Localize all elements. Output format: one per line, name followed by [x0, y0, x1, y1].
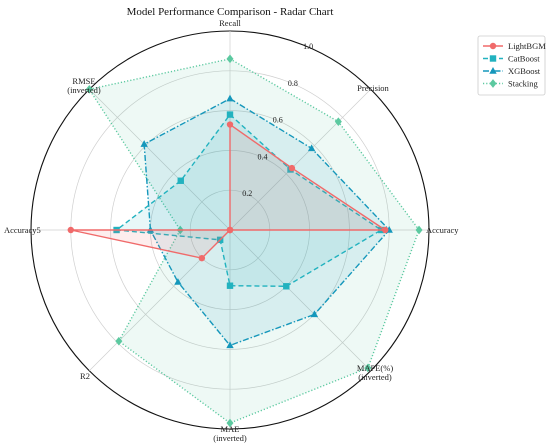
axis-label: Accuracy5: [4, 225, 41, 235]
grid-spoke: [229, 229, 371, 371]
legend-item-catboost: CatBoost: [483, 54, 540, 64]
legend-marker-catboost: [489, 55, 497, 62]
series-area-stacking: [89, 58, 420, 424]
grid-spoke: [229, 89, 371, 231]
data-point-xgboost: [310, 310, 319, 318]
data-point-xgboost: [307, 144, 316, 152]
series-area-lightbgm: [70, 124, 386, 259]
data-point-lightbgm: [382, 226, 389, 234]
radar-labels: 0.2 0.4 0.6 0.8 1.0 Recall Precision Accuracy MA…: [4, 18, 459, 443]
grid-spoke: [89, 89, 231, 231]
axis-label: Recall: [219, 18, 241, 28]
series-line-catboost: [114, 113, 383, 287]
legend-item-xgboost: XGBoost: [483, 66, 541, 76]
axis-label: Accuracy: [426, 225, 459, 235]
legend-marker-stacking: [489, 79, 497, 88]
legend-label-catboost: CatBoost: [508, 54, 540, 64]
data-point-lightbgm: [67, 226, 75, 234]
data-point-catboost: [177, 177, 184, 184]
radar-series: [67, 54, 423, 428]
axis-label: RMSE (inverted): [67, 76, 101, 95]
data-point-lightbgm: [226, 121, 234, 128]
data-point-stacking: [226, 418, 234, 428]
data-point-xgboost: [226, 94, 234, 102]
radial-tick-label: 0.2: [242, 189, 252, 198]
legend-label-xgboost: XGBoost: [508, 66, 541, 76]
radial-tick-label: 0.8: [288, 79, 298, 88]
radial-tick-label: 0.6: [273, 116, 283, 125]
legend-label-lightbgm: LightBGM: [508, 41, 546, 51]
data-point-lightbgm: [226, 226, 234, 234]
legend-item-stacking: Stacking: [483, 79, 538, 89]
data-point-stacking: [364, 363, 372, 373]
legend-marker-lightbgm: [489, 42, 497, 50]
radial-tick-label: 0.4: [257, 152, 267, 161]
data-point-stacking: [415, 225, 423, 235]
axis-label: Precision: [357, 83, 389, 93]
radial-tick-label: 1.0: [303, 42, 313, 51]
data-point-lightbgm: [198, 254, 206, 262]
legend-box: [477, 35, 546, 96]
data-point-stacking: [85, 84, 93, 94]
data-point-catboost: [226, 282, 234, 289]
legend-marker-xgboost: [489, 67, 497, 74]
data-point-catboost: [226, 111, 234, 118]
data-point-stacking: [115, 336, 123, 346]
data-point-stacking: [226, 54, 234, 64]
axis-label: MAPE(%) (inverted): [357, 363, 394, 382]
data-point-xgboost: [174, 278, 182, 285]
data-point-stacking: [334, 117, 342, 126]
axis-label: MAE (inverted): [213, 424, 247, 443]
legend-label-stacking: Stacking: [508, 79, 538, 89]
data-point-catboost: [283, 283, 290, 290]
legend-item-lightbgm: LightBGM: [483, 41, 546, 51]
data-point-xgboost: [226, 341, 234, 349]
data-point-lightbgm: [288, 164, 296, 172]
series-stacking: [85, 54, 423, 428]
data-point-xgboost: [140, 140, 148, 147]
series-area-catboost: [116, 114, 382, 287]
series-area-xgboost: [144, 98, 390, 346]
axis-label: R2: [80, 371, 90, 381]
series-line-stacking: [88, 58, 420, 424]
series-lightbgm: [67, 121, 389, 262]
series-line-lightbgm: [70, 123, 388, 259]
legend: LightBGM CatBoost XGBoost Stacking: [477, 35, 546, 96]
chart-title: Model Performance Comparison - Radar Cha…: [127, 6, 334, 18]
